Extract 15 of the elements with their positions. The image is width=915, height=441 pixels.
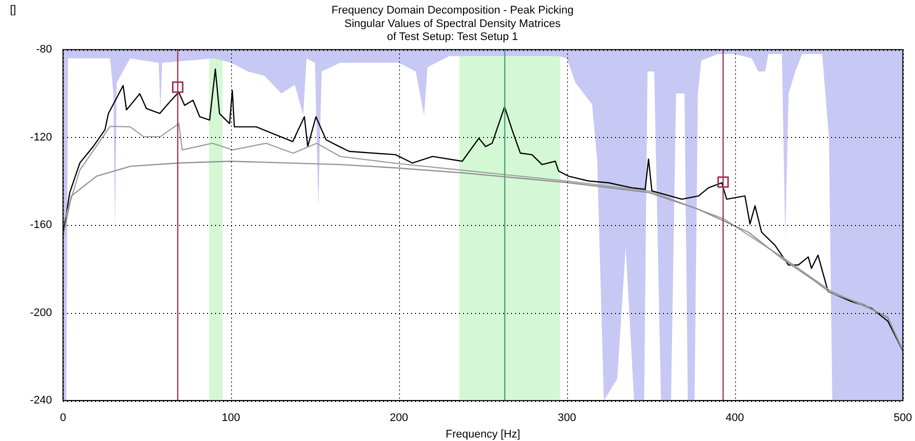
x-axis-title: Frequency [Hz]	[446, 428, 520, 440]
x-tick-label: 100	[222, 412, 240, 424]
x-tick-label: 500	[894, 412, 912, 424]
x-tick-label: 300	[558, 412, 576, 424]
chart-subtitle: Singular Values of Spectral Density Matrices of Test Setup: Test Setup 1	[344, 18, 562, 44]
y-tick-label: -80	[36, 44, 52, 56]
y-tick-label: -160	[30, 219, 52, 232]
x-tick-label: 400	[726, 412, 744, 424]
y-tick-label: -120	[30, 131, 52, 144]
y-axis-title: []	[10, 4, 16, 16]
chart-title: Frequency Domain Decomposition - Peak Picking	[331, 4, 574, 17]
x-tick-label: 0	[60, 412, 66, 424]
y-tick-label: -240	[30, 394, 52, 407]
x-tick-label: 200	[390, 412, 408, 424]
y-tick-label: -200	[30, 306, 52, 319]
